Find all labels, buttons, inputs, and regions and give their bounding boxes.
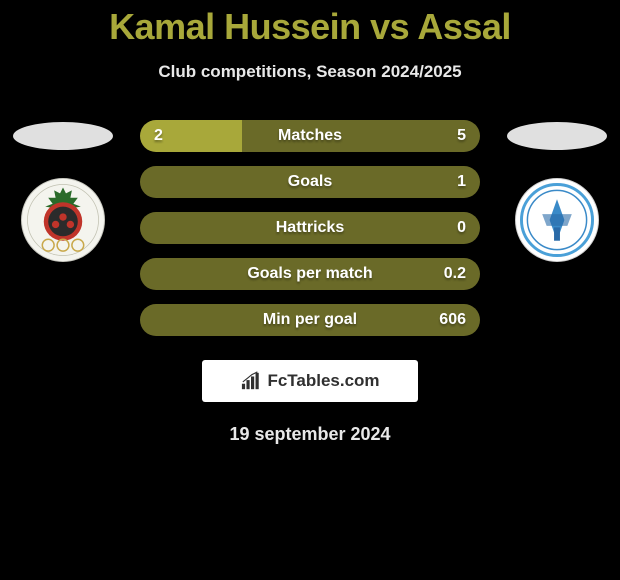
brand-text: FcTables.com bbox=[267, 371, 379, 391]
club-crest-left bbox=[21, 178, 105, 262]
stat-bar: 25Matches bbox=[140, 120, 480, 152]
bar-label: Hattricks bbox=[140, 212, 480, 244]
chart-icon bbox=[240, 371, 262, 391]
date-text: 19 september 2024 bbox=[0, 424, 620, 445]
page-title: Kamal Hussein vs Assal bbox=[0, 0, 620, 48]
subtitle: Club competitions, Season 2024/2025 bbox=[0, 62, 620, 82]
bar-label: Goals per match bbox=[140, 258, 480, 290]
stat-bars: 25Matches 1Goals 0Hattricks 0.2Goals per ma… bbox=[140, 120, 480, 336]
stat-bar: 606Min per goal bbox=[140, 304, 480, 336]
crest-left-icon bbox=[26, 183, 100, 257]
club-crest-right bbox=[515, 178, 599, 262]
comparison-content: 25Matches 1Goals 0Hattricks 0.2Goals per ma… bbox=[0, 120, 620, 445]
brand-badge: FcTables.com bbox=[202, 360, 418, 402]
bar-label: Goals bbox=[140, 166, 480, 198]
player-right-placeholder bbox=[507, 122, 607, 150]
player-left-placeholder bbox=[13, 122, 113, 150]
stat-bar: 0.2Goals per match bbox=[140, 258, 480, 290]
crest-right-icon bbox=[520, 183, 594, 257]
stat-bar: 0Hattricks bbox=[140, 212, 480, 244]
stat-bar: 1Goals bbox=[140, 166, 480, 198]
player-left-column bbox=[8, 120, 118, 262]
player-right-column bbox=[502, 120, 612, 262]
bar-label: Matches bbox=[140, 120, 480, 152]
bar-label: Min per goal bbox=[140, 304, 480, 336]
